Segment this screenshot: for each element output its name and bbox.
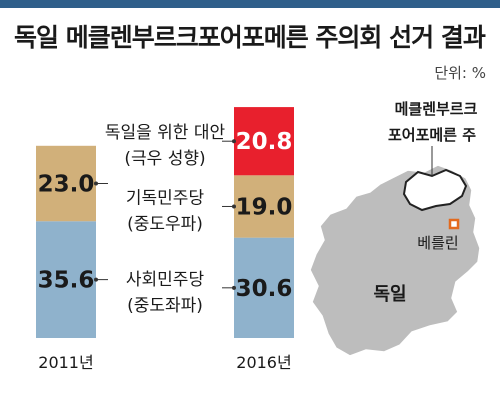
germany-outline: [309, 164, 481, 357]
bar-segment-0-1: [36, 145, 96, 222]
leader-dot-right-1: [232, 204, 236, 209]
x-axis-labels: 2011년 2016년: [38, 353, 291, 372]
series-sublabel-1: (중도우파): [127, 214, 203, 234]
series-name-2: 독일을 위한 대안: [105, 123, 226, 143]
mv-label-line2: 포어포메른 주: [388, 126, 476, 144]
berlin-label: 베를린: [417, 234, 458, 252]
series-sublabel-2: (극우 성향): [124, 149, 205, 169]
bar-segment-1-1: [234, 175, 294, 238]
germany-label: 독일: [373, 284, 406, 305]
berlin-marker: [448, 218, 460, 230]
series-name-1: 기독민주당: [126, 188, 205, 208]
mv-label-line1: 메클렌부르크: [395, 100, 478, 118]
value-label-0-0: 35.6: [38, 268, 95, 294]
value-label-0-1: 23.0: [38, 172, 95, 198]
unit-label: 단위: %: [434, 64, 486, 82]
category-label-0: 2011년: [38, 353, 93, 372]
stacked-bars: 35.6 23.0 30.6 19.0 20.8: [36, 107, 294, 338]
leader-dot-right-2: [232, 139, 236, 144]
series-name-0: 사회민주당: [126, 270, 205, 290]
value-label-1-2: 20.8: [236, 129, 293, 155]
category-label-1: 2016년: [236, 353, 291, 372]
germany-map: 메클렌부르크 포어포메른 주 베를린 독일: [309, 100, 481, 357]
bar-segment-0-0: [36, 221, 96, 338]
value-label-1-1: 19.0: [236, 194, 293, 220]
bar-segment-1-2: [234, 107, 294, 176]
leader-dot-left-0: [94, 277, 98, 282]
leader-dot-left-1: [94, 181, 98, 186]
series-sublabel-0: (중도좌파): [127, 296, 203, 316]
bar-segment-1-0: [234, 237, 294, 338]
chart-title: 독일 메클렌부르크포어포메른 주의회 선거 결과: [14, 23, 486, 52]
title-bar: [0, 0, 500, 8]
leader-dot-right-0: [232, 285, 236, 290]
series-labels: 사회민주당 (중도좌파) 기독민주당 (중도우파) 독일을 위한 대안 (극우 성향): [94, 123, 236, 316]
value-label-1-0: 30.6: [236, 276, 293, 302]
